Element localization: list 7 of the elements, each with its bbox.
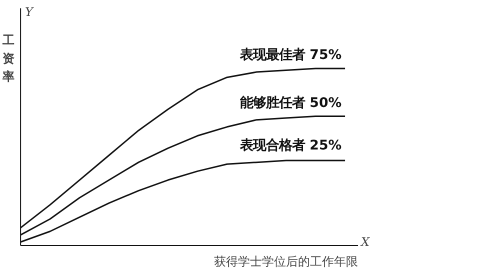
series-label: 能够胜任者 50%: [240, 94, 342, 111]
y-axis-title: 工资率: [1, 33, 14, 84]
text: Y: [24, 4, 34, 19]
series-label: 表现合格者 25%: [239, 137, 342, 154]
x-axis-title: 获得学士学位后的工作年限: [214, 254, 358, 268]
series-label: 表现最佳者 75%: [239, 48, 342, 64]
text: X: [360, 235, 370, 250]
